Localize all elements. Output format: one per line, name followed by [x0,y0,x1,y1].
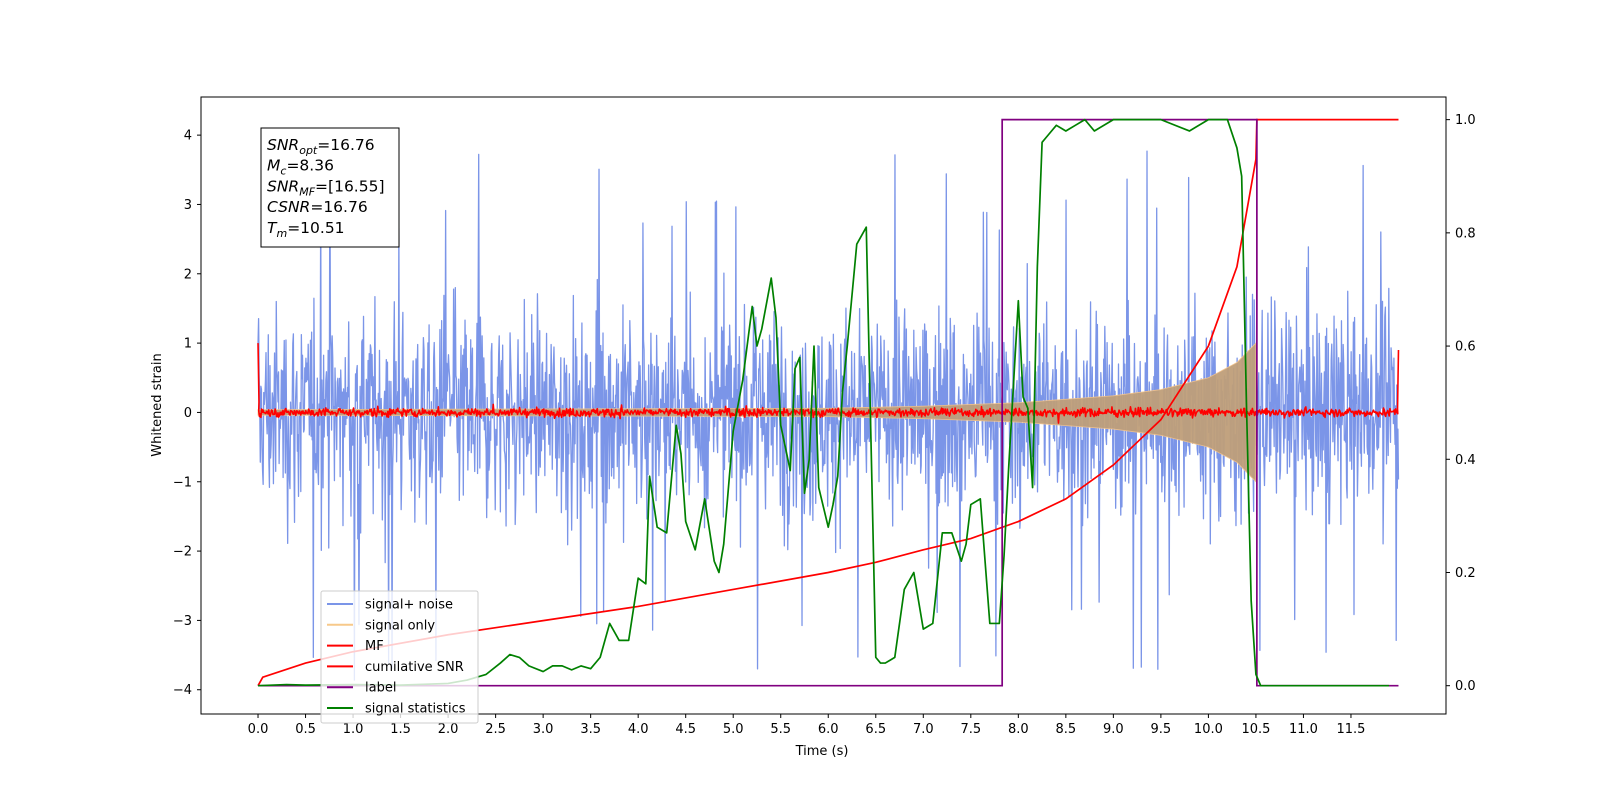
info-subscript: opt [299,144,318,157]
legend-label: MF [365,639,384,654]
x-tick-label: 10.5 [1241,722,1270,737]
x-tick-label: 6.0 [818,722,839,737]
x-tick-label: 9.0 [1103,722,1124,737]
legend-label: cumilative SNR [365,660,464,675]
x-tick-label: 2.5 [485,722,506,737]
x-axis: 0.0 0.5 1.0 1.5 2.0 2.5 3.0 3.5 4.0 4.5 5.0 5.5 6.0 6… [248,714,1365,737]
legend-label: signal statistics [365,702,466,717]
y-tick-label: 1 [184,337,192,352]
y2-tick-label: 1.0 [1455,113,1476,128]
y-tick-label: 3 [184,198,192,213]
y-axis-label: Whitened strain [150,353,165,456]
y-tick-label: −2 [173,545,192,560]
legend-label: signal+ noise [365,598,453,613]
info-value: =16.76 [317,136,374,154]
y-tick-label: −1 [173,475,192,490]
plot-frame [200,96,1447,715]
info-value: =[16.55] [315,177,384,195]
x-tick-label: 11.5 [1336,722,1365,737]
x-tick-label: 3.0 [533,722,554,737]
info-line: CSNR=16.76 [267,198,368,216]
mf-line [257,343,1400,424]
info-box: SNRopt=16.76Mc=8.36SNRMF=[16.55]CSNR=16.… [260,127,400,248]
y-tick-label: 0 [184,406,192,421]
y-tick-label: 2 [184,267,192,282]
x-tick-label: 1.5 [390,722,411,737]
x-tick-label: 5.0 [723,722,744,737]
legend[interactable]: signal+ noise signal only MF cumilative SNR… [320,590,479,724]
info-line: Mc=8.36 [267,157,334,178]
info-line: Tm=10.51 [267,219,345,240]
info-value: =8.36 [286,157,334,175]
x-tick-label: 6.5 [865,722,886,737]
info-line: SNRopt=16.76 [267,136,375,157]
x-tick-label: 1.0 [343,722,364,737]
y-tick-label: 4 [184,129,192,144]
x-axis-label: Time (s) [795,744,849,759]
x-tick-label: 2.0 [438,722,459,737]
x-tick-label: 10.0 [1194,722,1223,737]
x-tick-label: 3.5 [580,722,601,737]
x-tick-label: 7.5 [960,722,981,737]
info-line: SNRMF=[16.55] [267,177,385,198]
info-value: =16.76 [310,198,367,216]
x-tick-label: 8.5 [1056,722,1077,737]
x-tick-label: 9.5 [1151,722,1172,737]
x-tick-label: 0.0 [248,722,269,737]
x-tick-label: 7.0 [913,722,934,737]
x-tick-label: 4.5 [675,722,696,737]
x-tick-label: 0.5 [295,722,316,737]
info-symbol: SNR [267,177,299,195]
y-tick-label: −4 [173,683,192,698]
info-subscript: c [280,165,286,178]
y-axis-left: 4 3 2 1 0 −1 −2 −3 −4 [173,129,201,698]
legend-label: signal only [365,618,435,633]
info-box-frame [260,127,400,248]
info-symbol: M [267,157,280,175]
legend-frame [320,590,479,724]
x-tick-label: 8.0 [1008,722,1029,737]
y-tick-label: −3 [173,614,192,629]
y2-tick-label: 0.0 [1455,679,1476,694]
info-subscript: MF [299,185,315,198]
y2-tick-label: 0.2 [1455,566,1476,581]
x-tick-label: 4.0 [628,722,649,737]
y-axis-right: 1.0 0.8 0.6 0.4 0.2 0.0 [1446,113,1476,694]
info-subscript: m [276,227,287,240]
y2-tick-label: 0.8 [1455,226,1476,241]
legend-label: label [365,681,396,696]
info-value: =10.51 [287,219,344,237]
x-tick-label: 5.5 [770,722,791,737]
signal-statistics-line [257,118,1389,687]
info-symbol: CSNR [267,198,310,216]
info-symbol: SNR [267,136,299,154]
x-tick-label: 11.0 [1289,722,1318,737]
y2-tick-label: 0.4 [1455,453,1476,468]
info-symbol: T [267,219,278,237]
y2-tick-label: 0.6 [1455,340,1476,355]
